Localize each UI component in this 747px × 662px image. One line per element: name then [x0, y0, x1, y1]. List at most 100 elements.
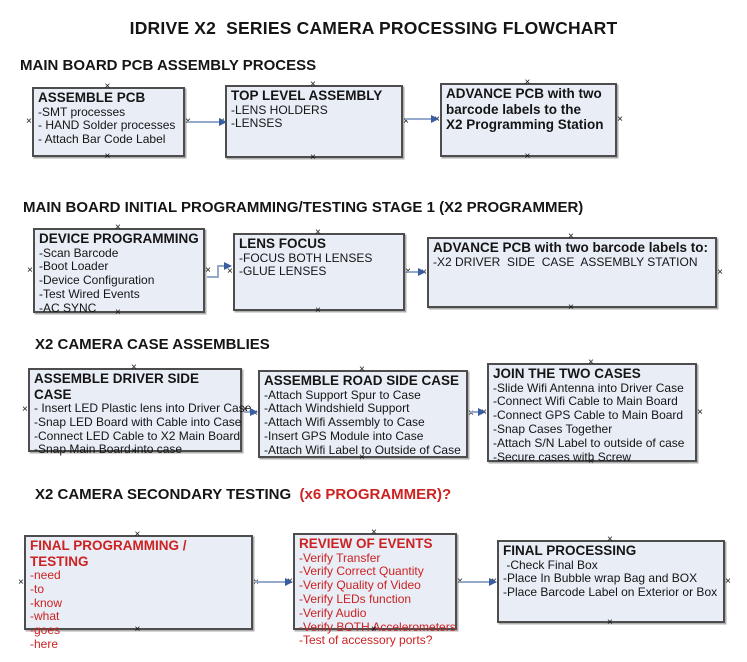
box-item: - Attach Bar Code Label — [38, 132, 166, 147]
box-title: ASSEMBLE ROAD SIDE CASE — [264, 373, 460, 388]
flow-box-device-programming[interactable]: × × × × DEVICE PROGRAMMING -Scan Barcode… — [27, 223, 211, 318]
box-item: -Attach Wifi Assembly to Case — [264, 415, 425, 430]
flow-box-lens-focus[interactable]: × × × × LENS FOCUS -FOCUS BOTH LENSES -G… — [227, 228, 411, 316]
flow-box-advance-pcb-programming-station[interactable]: × × × × ADVANCE PCB with two barcode lab… — [434, 78, 623, 162]
connector-arrowhead-icon — [431, 115, 439, 123]
box-item: -need — [30, 568, 61, 583]
connection-point-icon: × — [725, 575, 731, 587]
box-item: -Slide Wifi Antenna into Driver Case — [493, 380, 684, 395]
connection-point-icon: × — [205, 264, 211, 276]
connector-arrow-toplevel-to-advance[interactable] — [405, 118, 433, 120]
box-item: -Snap LED Board with Cable into Case — [34, 414, 242, 429]
connector-arrow-lens-to-advance[interactable] — [407, 271, 420, 273]
section-header-main-board-pcb-assembly: MAIN BOARD PCB ASSEMBLY PROCESS — [20, 57, 317, 74]
flow-box-assemble-road-side-case[interactable]: × × × × ASSEMBLE ROAD SIDE CASE -Attach … — [252, 365, 474, 463]
flow-box-review-of-events[interactable]: × × × × REVIEW OF EVENTS -Verify Transfe… — [287, 528, 463, 648]
box-item: -GLUE LENSES — [239, 264, 327, 279]
connection-point-icon: × — [22, 404, 28, 415]
box-title: DEVICE PROGRAMMING — [39, 231, 199, 246]
box-title: ADVANCE PCB with two barcode labels to t… — [446, 86, 604, 133]
box-title: LENS FOCUS — [239, 236, 327, 251]
box-item: -Verify BOTH Accelerometers — [299, 619, 456, 634]
box-item: -what — [30, 609, 60, 624]
box-item: -SMT processes — [38, 104, 126, 119]
box-item: -X2 DRIVER SIDE CASE ASSEMBLY STATION — [433, 254, 698, 269]
connection-point-icon: × — [697, 406, 703, 418]
flow-box-final-processing[interactable]: × × × × FINAL PROCESSING -Check Final Bo… — [491, 535, 731, 628]
connector-arrow-finalprog-to-review[interactable] — [255, 581, 287, 583]
box-title: ADVANCE PCB with two barcode labels to: — [433, 240, 709, 255]
flow-box-join-the-two-cases[interactable]: × × × × JOIN THE TWO CASES -Slide Wifi A… — [481, 358, 703, 467]
flow-box-assemble-driver-side-case[interactable]: × × × × ASSEMBLE DRIVER SIDE CASE - Inse… — [22, 363, 252, 457]
box-title: ASSEMBLE DRIVER SIDE CASE — [34, 371, 200, 402]
box-item: -Attach S/N Label to outside of case — [493, 435, 685, 450]
box-item: -Scan Barcode — [39, 245, 119, 260]
connector-arrow-device-to-lens-seg1[interactable] — [207, 276, 219, 278]
box-item: -Device Configuration — [39, 273, 155, 288]
box-item: -Attach Windshield Support — [264, 401, 410, 416]
section-header-initial-programming-testing: MAIN BOARD INITIAL PROGRAMMING/TESTING S… — [23, 199, 584, 216]
box-item: -to — [30, 581, 45, 596]
box-item: -Verify Correct Quantity — [299, 564, 424, 579]
connection-point-icon: × — [524, 151, 531, 162]
connector-arrow-driver-to-road[interactable] — [244, 411, 252, 413]
box-item: -Attach Wifi Label to Outside of Case — [264, 442, 461, 457]
flow-box-assemble-pcb[interactable]: × × × × ASSEMBLE PCB -SMT processes - HA… — [26, 82, 191, 162]
box-item: -know — [30, 595, 63, 610]
flow-box-top-level-assembly[interactable]: × × × × TOP LEVEL ASSEMBLY -LENS HOLDERS… — [219, 80, 409, 163]
connector-arrowhead-icon — [224, 262, 232, 270]
flow-box-advance-pcb-driver-side-station[interactable]: × × × × ADVANCE PCB with two barcode lab… — [421, 232, 723, 313]
box-item: -Test Wired Events — [39, 286, 140, 301]
box-item: -Snap Main Board into case — [34, 442, 183, 457]
box-item: -Boot Loader — [39, 259, 109, 274]
box-item: -LENSES — [231, 116, 283, 131]
connector-arrow-device-to-lens-seg2[interactable] — [217, 265, 219, 278]
box-item: -Secure cases with Screw — [493, 449, 632, 464]
box-title: ASSEMBLE PCB — [38, 90, 146, 105]
box-item: -Connect GPS Cable to Main Board — [493, 408, 684, 423]
box-item: -Snap Cases Together — [493, 421, 613, 436]
connection-point-icon: × — [26, 116, 32, 127]
box-item: -here — [30, 637, 59, 652]
connector-arrowhead-icon — [285, 578, 293, 586]
box-title: FINAL PROGRAMMING / TESTING — [30, 538, 187, 569]
connection-point-icon: × — [27, 264, 33, 276]
connection-point-icon: × — [717, 266, 723, 278]
connection-point-icon: × — [568, 302, 574, 313]
box-item: -Test of accessory ports? — [299, 633, 433, 648]
box-title: REVIEW OF EVENTS — [299, 536, 433, 551]
flowchart-title: IDRIVE X2 SERIES CAMERA PROCESSING FLOWC… — [129, 18, 618, 38]
box-item: - Insert LED Plastic lens into Driver Ca… — [34, 401, 252, 416]
section-header-secondary-testing: X2 CAMERA SECONDARY TESTING (x6 PROGRAMM… — [35, 486, 451, 503]
flow-box-final-programming-testing[interactable]: × × × × FINAL PROGRAMMING / TESTING -nee… — [18, 530, 259, 651]
box-item: -Connect Wifi Cable to Main Board — [493, 394, 678, 409]
section-header-red-part: (x6 PROGRAMMER)? — [295, 486, 452, 503]
connector-arrow-road-to-join[interactable] — [470, 411, 480, 413]
box-item: -Place Barcode Label on Exterior or Box — [503, 585, 718, 600]
section-header-camera-case-assemblies: X2 CAMERA CASE ASSEMBLIES — [35, 336, 270, 353]
box-title: TOP LEVEL ASSEMBLY — [231, 88, 383, 103]
section-header-black-part: X2 CAMERA SECONDARY TESTING — [35, 486, 296, 503]
connection-point-icon: × — [607, 617, 613, 628]
box-item: -FOCUS BOTH LENSES — [239, 250, 373, 265]
connection-point-icon: × — [104, 151, 111, 162]
connection-point-icon: × — [315, 305, 321, 316]
connector-arrowhead-icon — [418, 268, 426, 276]
box-item: -Verify Quality of Video — [299, 578, 421, 593]
connection-point-icon: × — [617, 114, 623, 125]
connector-arrow-assemble-to-toplevel[interactable] — [187, 121, 221, 123]
connector-arrowhead-icon — [489, 578, 497, 586]
connector-arrowhead-icon — [478, 408, 486, 416]
connector-arrow-review-to-finalproc[interactable] — [459, 581, 491, 583]
box-item: -Check Final Box — [503, 557, 598, 572]
connector-arrowhead-icon — [250, 408, 258, 416]
box-item: - HAND Solder processes — [38, 118, 176, 133]
connection-point-icon: × — [18, 576, 24, 588]
connector-arrow-device-to-lens-seg3[interactable] — [219, 265, 226, 267]
box-item: -Insert GPS Module into Case — [264, 428, 424, 443]
connection-point-icon: × — [310, 152, 316, 163]
box-item: -Verify Transfer — [299, 550, 381, 565]
box-item: -Connect LED Cable to X2 Main Board — [34, 428, 241, 443]
connector-arrowhead-icon — [219, 118, 227, 126]
